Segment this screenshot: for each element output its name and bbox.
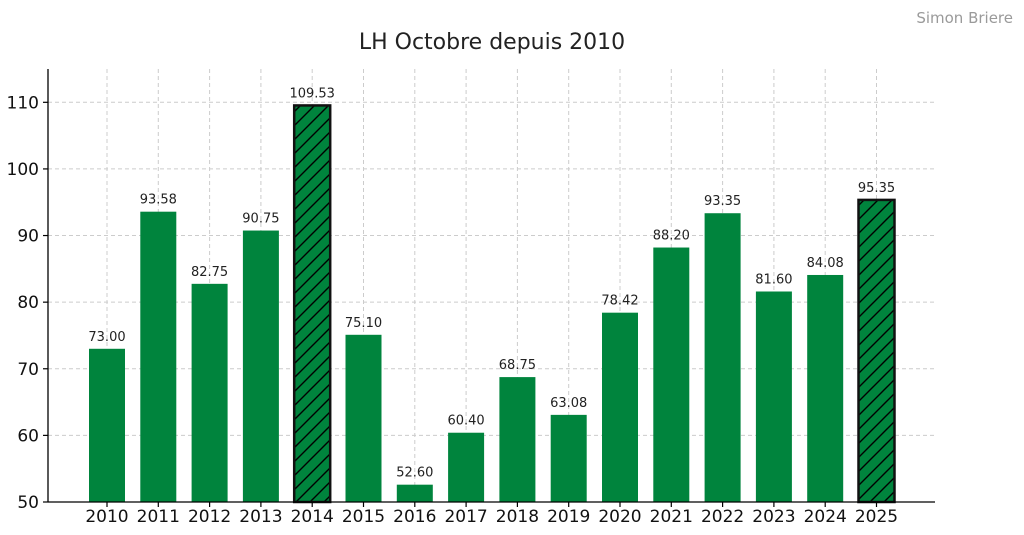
watermark-text: Simon Briere xyxy=(916,9,1013,27)
y-tick-label: 60 xyxy=(17,426,39,446)
bar-2023 xyxy=(755,291,792,502)
grid-lines xyxy=(48,69,935,503)
data-label-2018: 68.75 xyxy=(499,358,536,373)
data-label-2024: 84.08 xyxy=(807,256,844,271)
x-tick-label-2018: 2018 xyxy=(496,507,539,527)
bar-2016 xyxy=(396,484,433,502)
data-label-2016: 52.60 xyxy=(396,466,433,481)
y-tick-label: 100 xyxy=(7,160,39,180)
bar-2010 xyxy=(89,348,125,502)
bar-2018 xyxy=(499,377,536,502)
y-tick-labels: 50 60 70 80 90 100 110 xyxy=(7,93,48,513)
bar-2013 xyxy=(242,230,279,503)
x-tick-label-2023: 2023 xyxy=(752,507,795,527)
bar-2019 xyxy=(550,414,587,502)
x-tick-label-2017: 2017 xyxy=(444,507,487,527)
data-label-2021: 88.20 xyxy=(653,229,690,244)
bar-highlight-2025 xyxy=(857,198,896,504)
x-tick-label-2019: 2019 xyxy=(547,507,590,527)
x-tick-label-2014: 2014 xyxy=(291,507,334,527)
x-tick-label-2022: 2022 xyxy=(701,507,744,527)
bar-2021 xyxy=(653,247,690,502)
data-label-2023: 81.60 xyxy=(755,272,792,287)
y-tick-label: 110 xyxy=(7,93,39,113)
bar-2011 xyxy=(140,211,177,502)
bar-2020 xyxy=(602,312,638,502)
data-label-2013: 90.75 xyxy=(242,212,279,227)
data-label-2017: 60.40 xyxy=(447,414,484,429)
data-label-2012: 82.75 xyxy=(191,265,228,280)
x-tick-label-2013: 2013 xyxy=(239,507,282,527)
data-label-2025: 95.35 xyxy=(858,181,895,196)
bar-2024 xyxy=(807,274,844,502)
data-label-2020: 78.42 xyxy=(601,294,638,309)
y-tick-label: 50 xyxy=(17,493,39,513)
x-tick-label-2016: 2016 xyxy=(393,507,436,527)
bar-2012 xyxy=(191,283,228,502)
x-tick-label-2012: 2012 xyxy=(188,507,231,527)
bar-2015 xyxy=(345,334,382,502)
y-tick-label: 70 xyxy=(17,360,39,380)
data-label-2022: 93.35 xyxy=(704,194,741,209)
data-labels: 73.00 93.58 82.75 90.75 109.53 75.10 52.60 60.4… xyxy=(88,86,895,480)
data-label-2015: 75.10 xyxy=(345,316,382,331)
axes xyxy=(47,69,935,503)
bars xyxy=(89,104,896,504)
data-label-2014: 109.53 xyxy=(289,86,335,101)
bar-2017 xyxy=(448,432,485,502)
bar-2022 xyxy=(704,213,741,503)
chart-title: LH Octobre depuis 2010 xyxy=(359,30,625,55)
x-tick-label-2015: 2015 xyxy=(342,507,385,527)
x-tick-label-2025: 2025 xyxy=(855,507,898,527)
x-tick-label-2011: 2011 xyxy=(137,507,180,527)
bar-highlight-2014 xyxy=(292,104,332,504)
data-label-2010: 73.00 xyxy=(88,330,125,345)
x-tick-label-2024: 2024 xyxy=(804,507,847,527)
x-tick-label-2020: 2020 xyxy=(598,507,641,527)
y-tick-label: 90 xyxy=(17,227,39,247)
x-tick-label-2010: 2010 xyxy=(85,507,128,527)
x-tick-labels: 2010 2011 2012 2013 2014 2015 2016 2017 2018 2019… xyxy=(85,502,898,527)
data-label-2019: 63.08 xyxy=(550,396,587,411)
data-label-2011: 93.58 xyxy=(140,193,177,208)
x-tick-label-2021: 2021 xyxy=(650,507,693,527)
y-tick-label: 80 xyxy=(17,293,39,313)
